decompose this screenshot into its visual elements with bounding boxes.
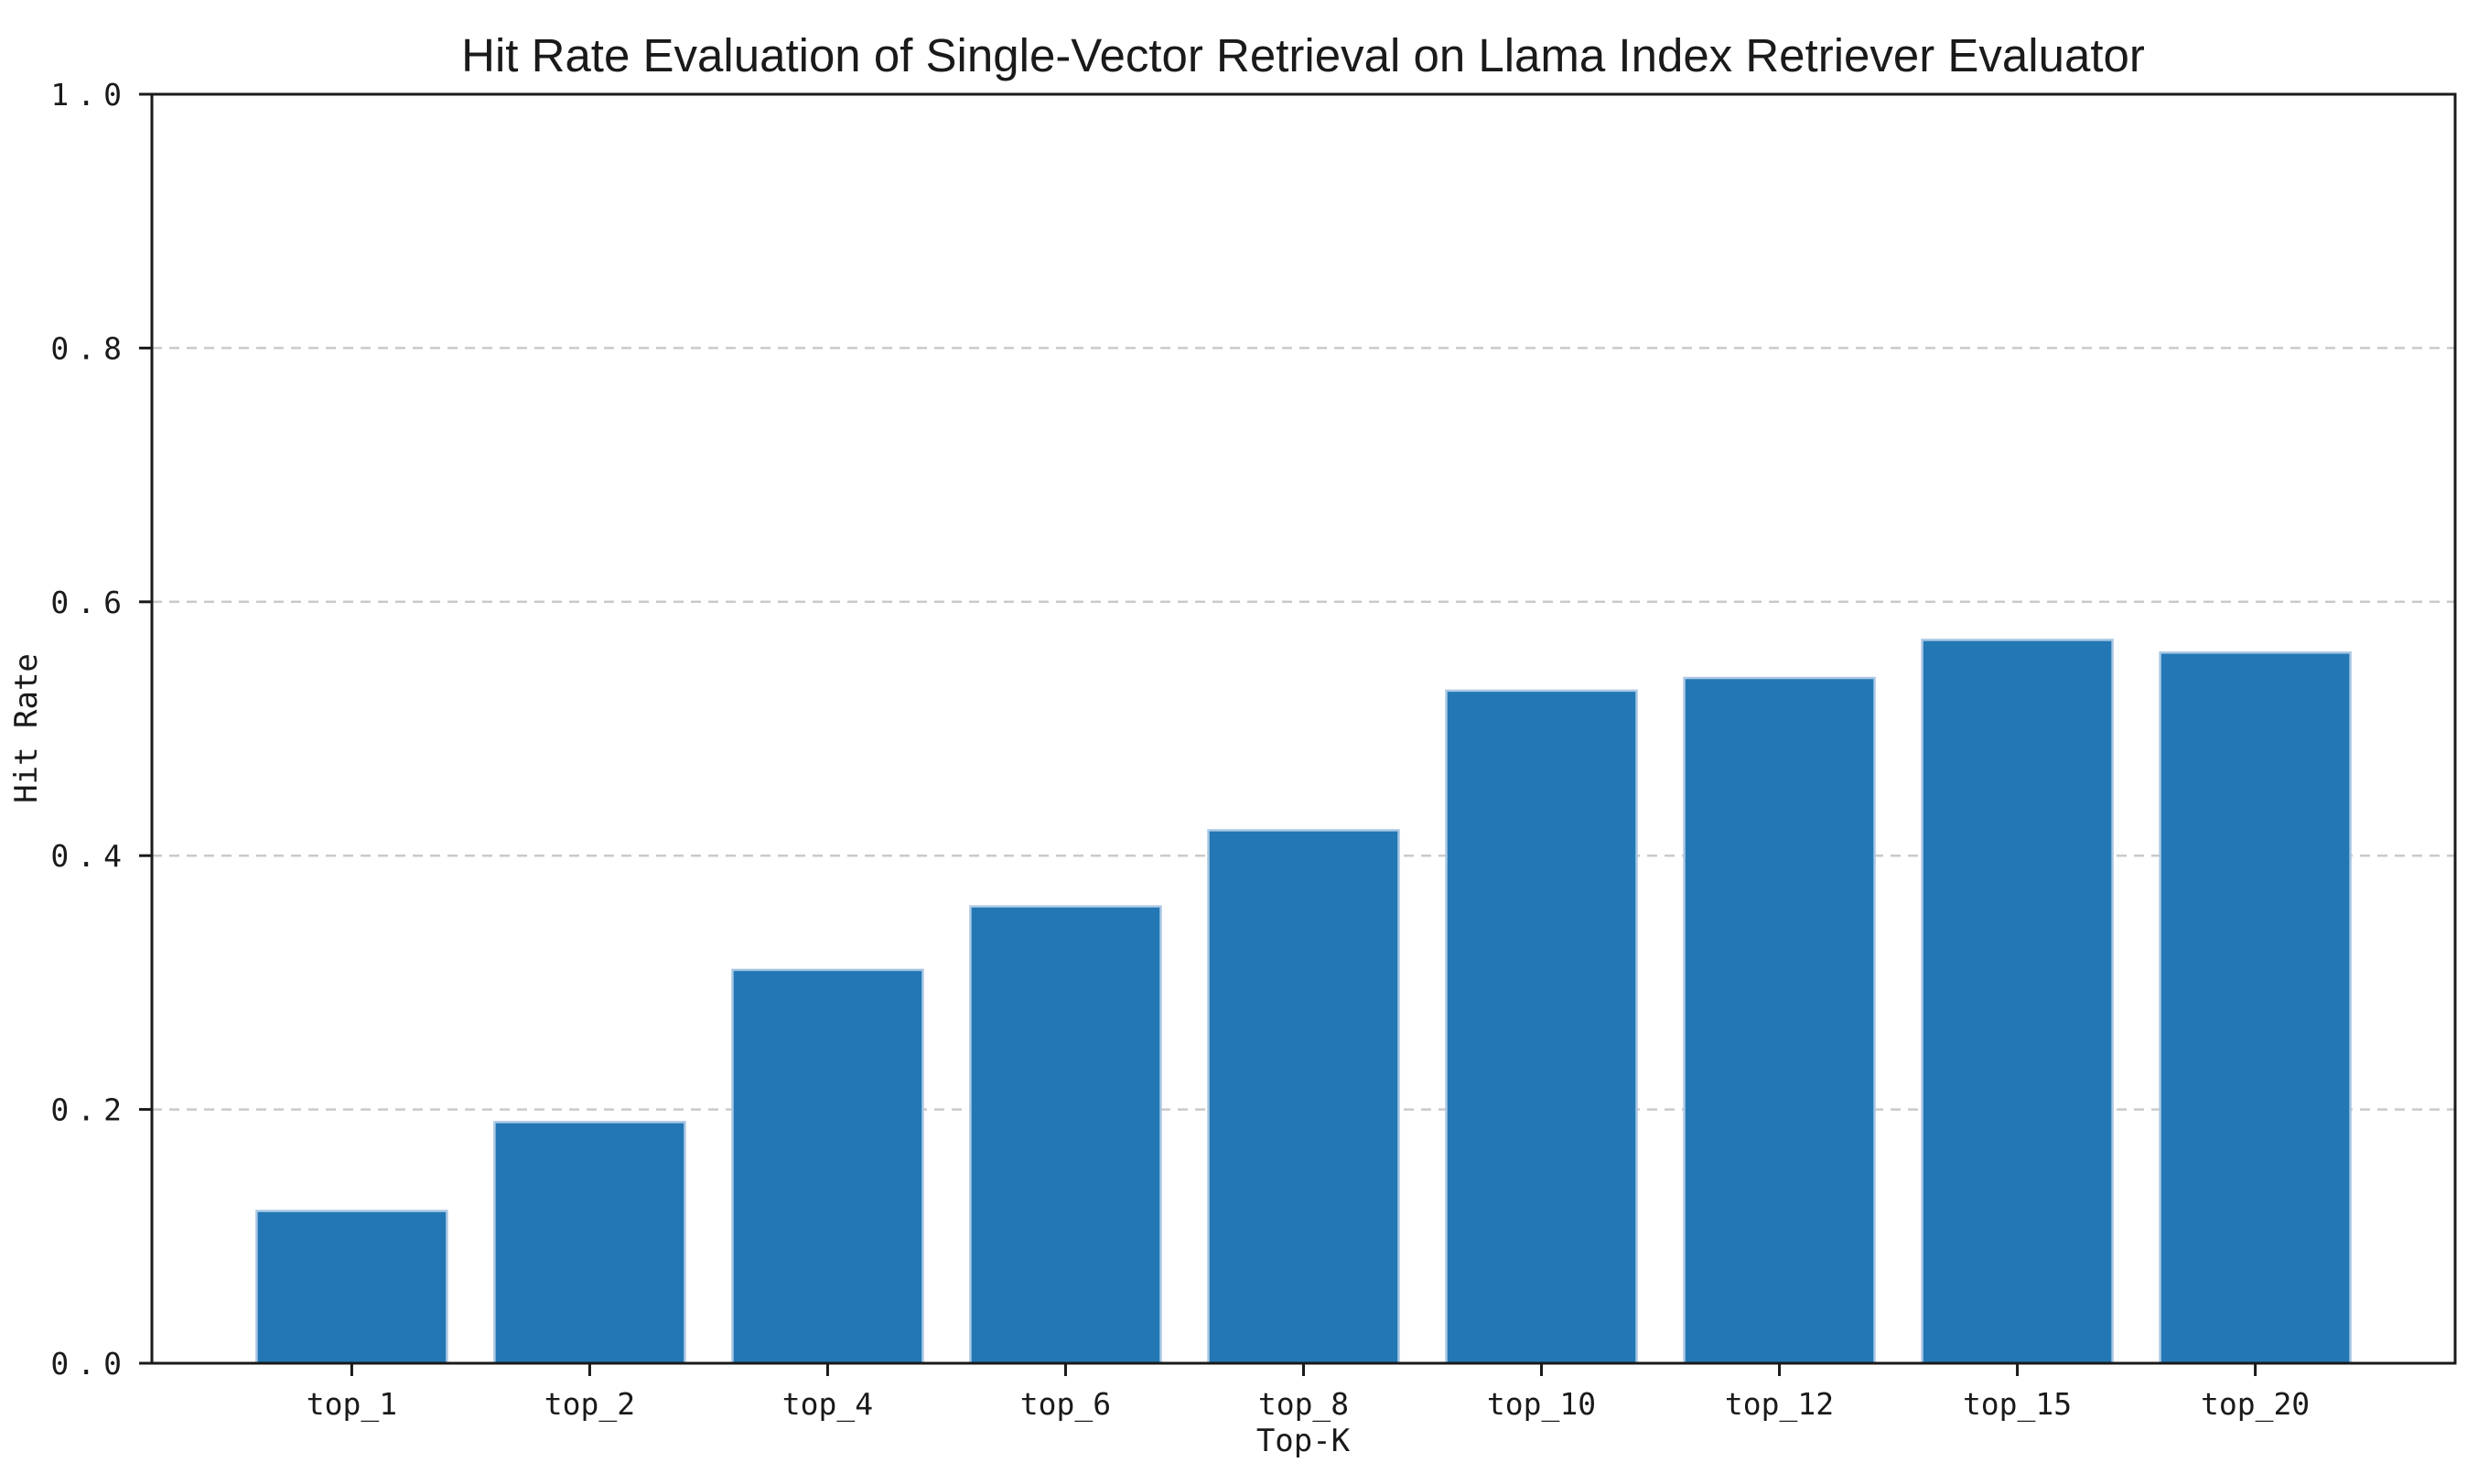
ytick-label-0.0: 0.0 [50,1346,130,1382]
bar-top_6 [969,905,1162,1365]
xtick-label-top_8: top_8 [1258,1386,1349,1423]
xtick-label-top_10: top_10 [1487,1386,1596,1423]
ytick-label-0.4: 0.4 [50,838,130,874]
xtick-label-top_4: top_4 [782,1386,873,1423]
bar-top_4 [731,968,924,1365]
bar-top_15 [1921,639,2114,1365]
bar-top_20 [2159,651,2352,1365]
bar-top_1 [255,1210,448,1365]
bar-top_2 [493,1121,686,1365]
xtick-label-top_15: top_15 [1963,1386,2072,1423]
ytick-label-1.0: 1.0 [50,77,130,113]
ytick-label-0.6: 0.6 [50,585,130,620]
x-axis-label: Top-K [1256,1423,1351,1459]
xtick-label-top_6: top_6 [1020,1386,1111,1423]
ytick-label-0.2: 0.2 [50,1092,130,1128]
bar-top_8 [1207,829,1400,1365]
xtick-label-top_20: top_20 [2201,1386,2310,1423]
chart-title: Hit Rate Evaluation of Single-Vector Ret… [461,29,2145,81]
xtick-label-top_1: top_1 [307,1386,397,1423]
xtick-label-top_2: top_2 [544,1386,635,1423]
xtick-label-top_12: top_12 [1725,1386,1834,1423]
ytick-label-0.8: 0.8 [50,330,130,366]
bar-top_12 [1683,676,1876,1365]
bar-top_10 [1445,689,1638,1365]
plot-area: 0.0 0.2 0.4 0.6 0.8 1.0 top_1 top_2 top_4 top_6 to… [50,77,2457,1423]
y-axis-label: Hit Rate [8,653,45,803]
